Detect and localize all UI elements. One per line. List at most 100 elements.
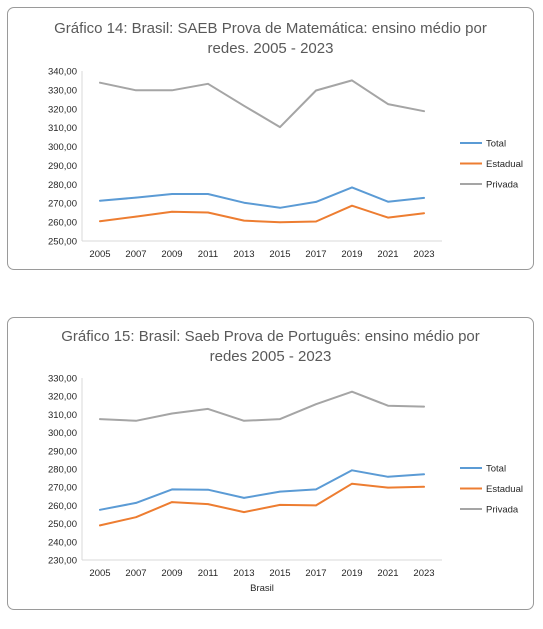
chart-title-line-1: Gráfico 14: Brasil: SAEB Prova de Matemá… bbox=[54, 20, 487, 37]
legend-label-estadual: Estadual bbox=[486, 484, 523, 495]
x-tick-label: 2017 bbox=[305, 249, 326, 260]
data-point-total bbox=[135, 502, 137, 504]
series-line-estadual bbox=[99, 204, 425, 224]
x-tick-label: 2021 bbox=[377, 249, 398, 260]
data-point-total bbox=[315, 201, 317, 203]
x-tick-label: 2015 bbox=[269, 249, 290, 260]
data-point-total bbox=[243, 201, 245, 204]
data-point-total bbox=[207, 488, 209, 491]
y-tick-label: 270,00 bbox=[48, 483, 77, 494]
data-point-privada bbox=[171, 412, 173, 415]
y-tick-label: 260,00 bbox=[48, 218, 77, 229]
y-tick-label: 300,00 bbox=[48, 142, 77, 153]
y-tick-label: 280,00 bbox=[48, 465, 77, 476]
data-point-total bbox=[99, 509, 101, 511]
data-point-privada bbox=[279, 418, 281, 420]
x-tick-label: 2009 bbox=[161, 249, 182, 260]
data-point-estadual bbox=[351, 204, 353, 207]
data-point-privada bbox=[135, 89, 137, 92]
legend-label-total: Total bbox=[486, 139, 506, 150]
chart-title-line-2: redes 2005 - 2023 bbox=[209, 348, 332, 365]
x-tick-label: 2007 bbox=[125, 249, 146, 260]
y-tick-label: 230,00 bbox=[48, 556, 77, 567]
data-point-estadual bbox=[387, 486, 389, 489]
data-point-privada bbox=[387, 103, 389, 105]
data-point-privada bbox=[243, 420, 245, 422]
data-point-estadual bbox=[135, 516, 137, 518]
data-point-total bbox=[243, 497, 245, 499]
data-point-estadual bbox=[387, 216, 389, 219]
chart-matematica-plot: 250,00 260,00 270,00 280,00 290,00 300,00 310,… bbox=[48, 67, 523, 261]
x-tick-label: 2023 bbox=[413, 568, 434, 579]
data-point-estadual bbox=[171, 501, 173, 503]
x-tick-label: 2013 bbox=[233, 568, 254, 579]
series-line-estadual bbox=[99, 482, 425, 527]
x-tick-label: 2013 bbox=[233, 249, 254, 260]
data-point-privada bbox=[135, 420, 137, 422]
data-point-total bbox=[351, 186, 353, 189]
x-tick-label: 2009 bbox=[161, 568, 182, 579]
data-point-privada bbox=[387, 404, 389, 407]
legend-label-privada: Privada bbox=[486, 505, 519, 516]
data-point-estadual bbox=[351, 482, 353, 485]
data-point-privada bbox=[99, 418, 101, 420]
data-point-estadual bbox=[207, 503, 209, 505]
data-point-privada bbox=[351, 79, 353, 82]
x-tick-label: 2015 bbox=[269, 568, 290, 579]
y-tick-label: 250,00 bbox=[48, 519, 77, 530]
x-tick-label: 2005 bbox=[89, 249, 110, 260]
data-point-total bbox=[315, 488, 317, 491]
x-tick-label: 2019 bbox=[341, 568, 362, 579]
data-point-estadual bbox=[279, 504, 281, 506]
data-point-privada bbox=[207, 83, 209, 85]
data-point-total bbox=[207, 193, 209, 195]
x-tick-label: 2023 bbox=[413, 249, 434, 260]
data-point-privada bbox=[351, 390, 353, 393]
data-point-privada bbox=[243, 105, 245, 107]
data-point-estadual bbox=[315, 504, 317, 507]
x-tick-label: 2011 bbox=[198, 249, 218, 260]
data-point-privada bbox=[207, 408, 209, 410]
data-point-total bbox=[387, 476, 389, 478]
y-tick-label: 310,00 bbox=[48, 123, 77, 134]
y-tick-label: 290,00 bbox=[48, 446, 77, 457]
series-line-total bbox=[99, 186, 425, 209]
data-point-total bbox=[351, 469, 353, 472]
y-tick-label: 280,00 bbox=[48, 180, 77, 191]
x-axis-title: Brasil bbox=[250, 583, 274, 594]
data-point-total bbox=[387, 200, 389, 203]
data-point-total bbox=[135, 196, 137, 199]
y-tick-label: 250,00 bbox=[48, 237, 77, 248]
chart-card-matematica: Gráfico 14: Brasil: SAEB Prova de Matemá… bbox=[7, 7, 534, 270]
y-tick-label: 270,00 bbox=[48, 199, 77, 210]
data-point-total bbox=[99, 200, 101, 202]
x-tick-label: 2007 bbox=[125, 568, 146, 579]
series-line-privada bbox=[99, 79, 425, 129]
data-point-privada bbox=[171, 89, 173, 92]
legend-label-total: Total bbox=[486, 464, 506, 475]
chart-portugues-plot: 230,00 240,00 250,00 260,00 270,00 280,00 290,… bbox=[48, 374, 523, 595]
legend-label-privada: Privada bbox=[486, 180, 519, 191]
data-point-estadual bbox=[243, 511, 245, 513]
data-point-estadual bbox=[279, 221, 281, 224]
data-point-privada bbox=[315, 89, 317, 92]
data-point-total bbox=[423, 473, 425, 476]
y-tick-label: 330,00 bbox=[48, 374, 77, 385]
data-point-total bbox=[279, 207, 281, 209]
y-tick-label: 320,00 bbox=[48, 104, 77, 115]
x-tick-label: 2019 bbox=[341, 249, 362, 260]
data-point-total bbox=[171, 488, 173, 491]
y-tick-label: 330,00 bbox=[48, 85, 77, 96]
chart-title-line-2: redes. 2005 - 2023 bbox=[207, 40, 334, 57]
data-point-estadual bbox=[171, 210, 173, 213]
data-point-total bbox=[279, 490, 281, 493]
x-tick-label: 2017 bbox=[305, 568, 326, 579]
chart-card-portugues: Gráfico 15: Brasil: Saeb Prova de Portug… bbox=[7, 317, 534, 610]
data-point-estadual bbox=[99, 220, 101, 222]
data-point-total bbox=[171, 193, 173, 195]
data-point-estadual bbox=[207, 211, 209, 214]
data-point-estadual bbox=[135, 215, 137, 218]
x-tick-label: 2021 bbox=[377, 568, 398, 579]
chart-title-line-1: Gráfico 15: Brasil: Saeb Prova de Portug… bbox=[61, 328, 480, 345]
x-tick-label: 2005 bbox=[89, 568, 110, 579]
